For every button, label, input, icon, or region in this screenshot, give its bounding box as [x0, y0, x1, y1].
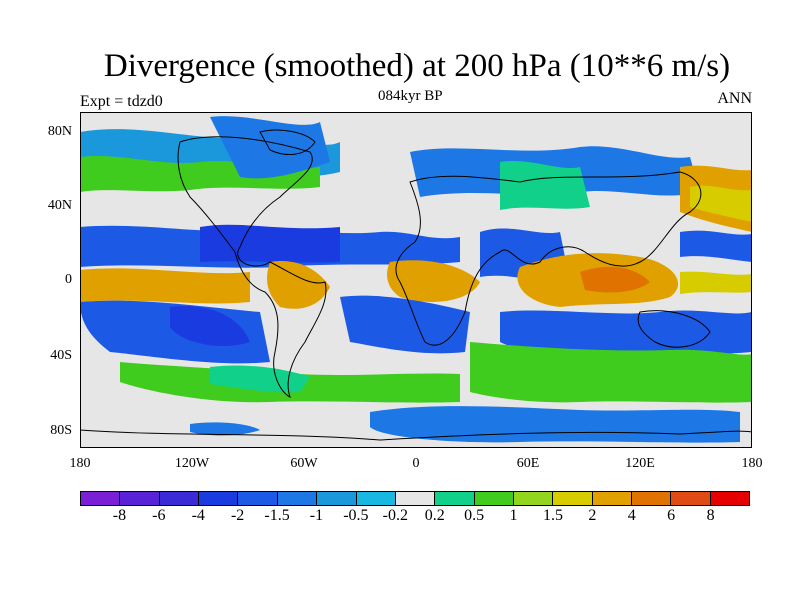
- colorbar-label: -6: [152, 507, 166, 524]
- lat-label-40n: 40N: [47, 198, 72, 213]
- colorbar-label: 6: [667, 507, 676, 524]
- colorbar-swatch: [199, 492, 239, 505]
- colorbar-swatch: [710, 492, 750, 505]
- lon-label-180e: 180: [741, 456, 763, 471]
- lat-label-40s: 40S: [50, 348, 72, 363]
- colorbar-swatch: [317, 492, 357, 505]
- coastlines: [80, 129, 752, 441]
- colorbar-swatch: [592, 492, 633, 505]
- divergence-map: [80, 112, 752, 448]
- colorbar-swatch: [553, 492, 593, 505]
- colorbar-label: -1.5: [264, 507, 290, 524]
- divergence-field: [80, 112, 752, 448]
- season-label: ANN: [717, 90, 752, 107]
- colorbar-swatch: [277, 492, 318, 505]
- colorbar-label: -0.2: [382, 507, 408, 524]
- colorbar-label: 2: [588, 507, 597, 524]
- colorbar-label: 4: [627, 507, 636, 524]
- lon-label-180w: 180: [69, 456, 91, 471]
- colorbar-swatch: [120, 492, 160, 505]
- colorbar-label: -8: [112, 507, 127, 524]
- lon-label-120e: 120E: [625, 456, 655, 471]
- colorbar-label: -4: [191, 507, 205, 524]
- lat-label-80s: 80S: [50, 423, 72, 438]
- colorbar-swatch: [395, 492, 436, 505]
- colorbar-label: 0.5: [464, 507, 485, 524]
- colorbar-swatch: [513, 492, 554, 505]
- colorbar-swatch: [632, 492, 672, 505]
- lon-label-120w: 120W: [174, 456, 210, 471]
- colorbar-swatch: [671, 492, 711, 505]
- colorbar-label: -1: [309, 507, 324, 524]
- colorbar-label: 1.5: [542, 507, 563, 524]
- colorbar-swatch: [159, 492, 200, 505]
- colorbar-swatch: [474, 492, 514, 505]
- lat-label-eq: 0: [65, 272, 72, 287]
- colorbar-swatch: [81, 492, 121, 505]
- lon-label-60w: 60W: [290, 456, 318, 471]
- colorbar: [80, 491, 750, 506]
- map-frame: [80, 112, 752, 448]
- colorbar-swatch: [435, 492, 475, 505]
- colorbar-label: 0.2: [424, 507, 445, 524]
- colorbar-swatch: [356, 492, 396, 505]
- lat-label-80n: 80N: [47, 124, 72, 139]
- lon-label-60e: 60E: [516, 456, 540, 471]
- map-title: Divergence (smoothed) at 200 hPa (10**6 …: [103, 48, 731, 84]
- experiment-label: Expt = tdzd0: [80, 93, 163, 110]
- colorbar-label: -0.5: [343, 507, 369, 524]
- map-subtitle: 084kyr BP: [378, 88, 443, 104]
- lon-label-0: 0: [412, 456, 420, 471]
- colorbar-swatch: [238, 492, 278, 505]
- colorbar-label: -2: [230, 507, 245, 524]
- colorbar-label: 1: [509, 507, 518, 524]
- colorbar-label: 8: [706, 507, 715, 524]
